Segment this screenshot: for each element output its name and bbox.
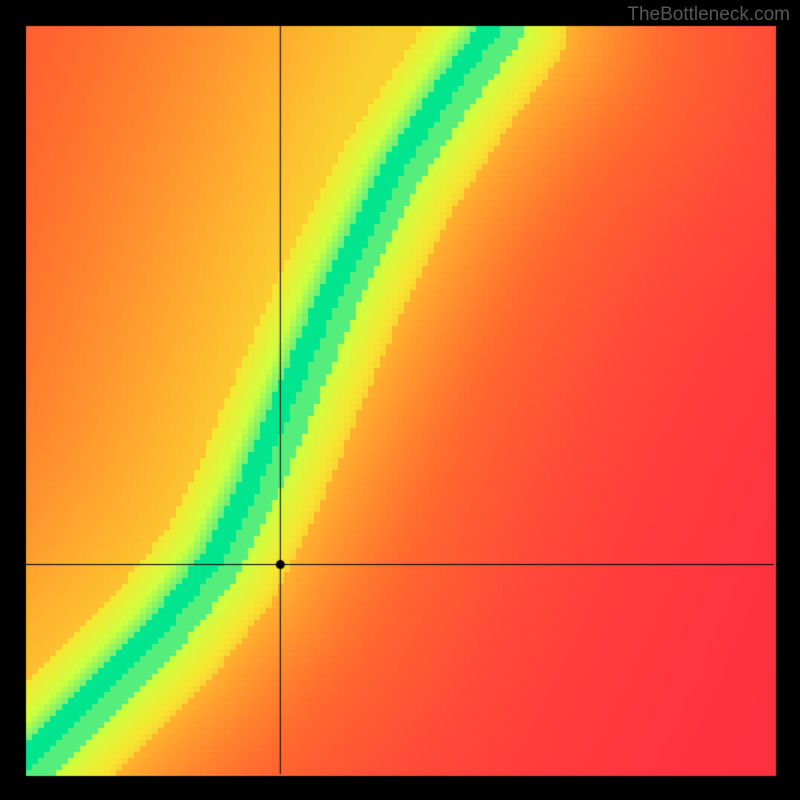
heatmap-canvas xyxy=(0,0,800,800)
attribution-label: TheBottleneck.com xyxy=(627,4,790,26)
chart-container: TheBottleneck.com xyxy=(0,0,800,800)
